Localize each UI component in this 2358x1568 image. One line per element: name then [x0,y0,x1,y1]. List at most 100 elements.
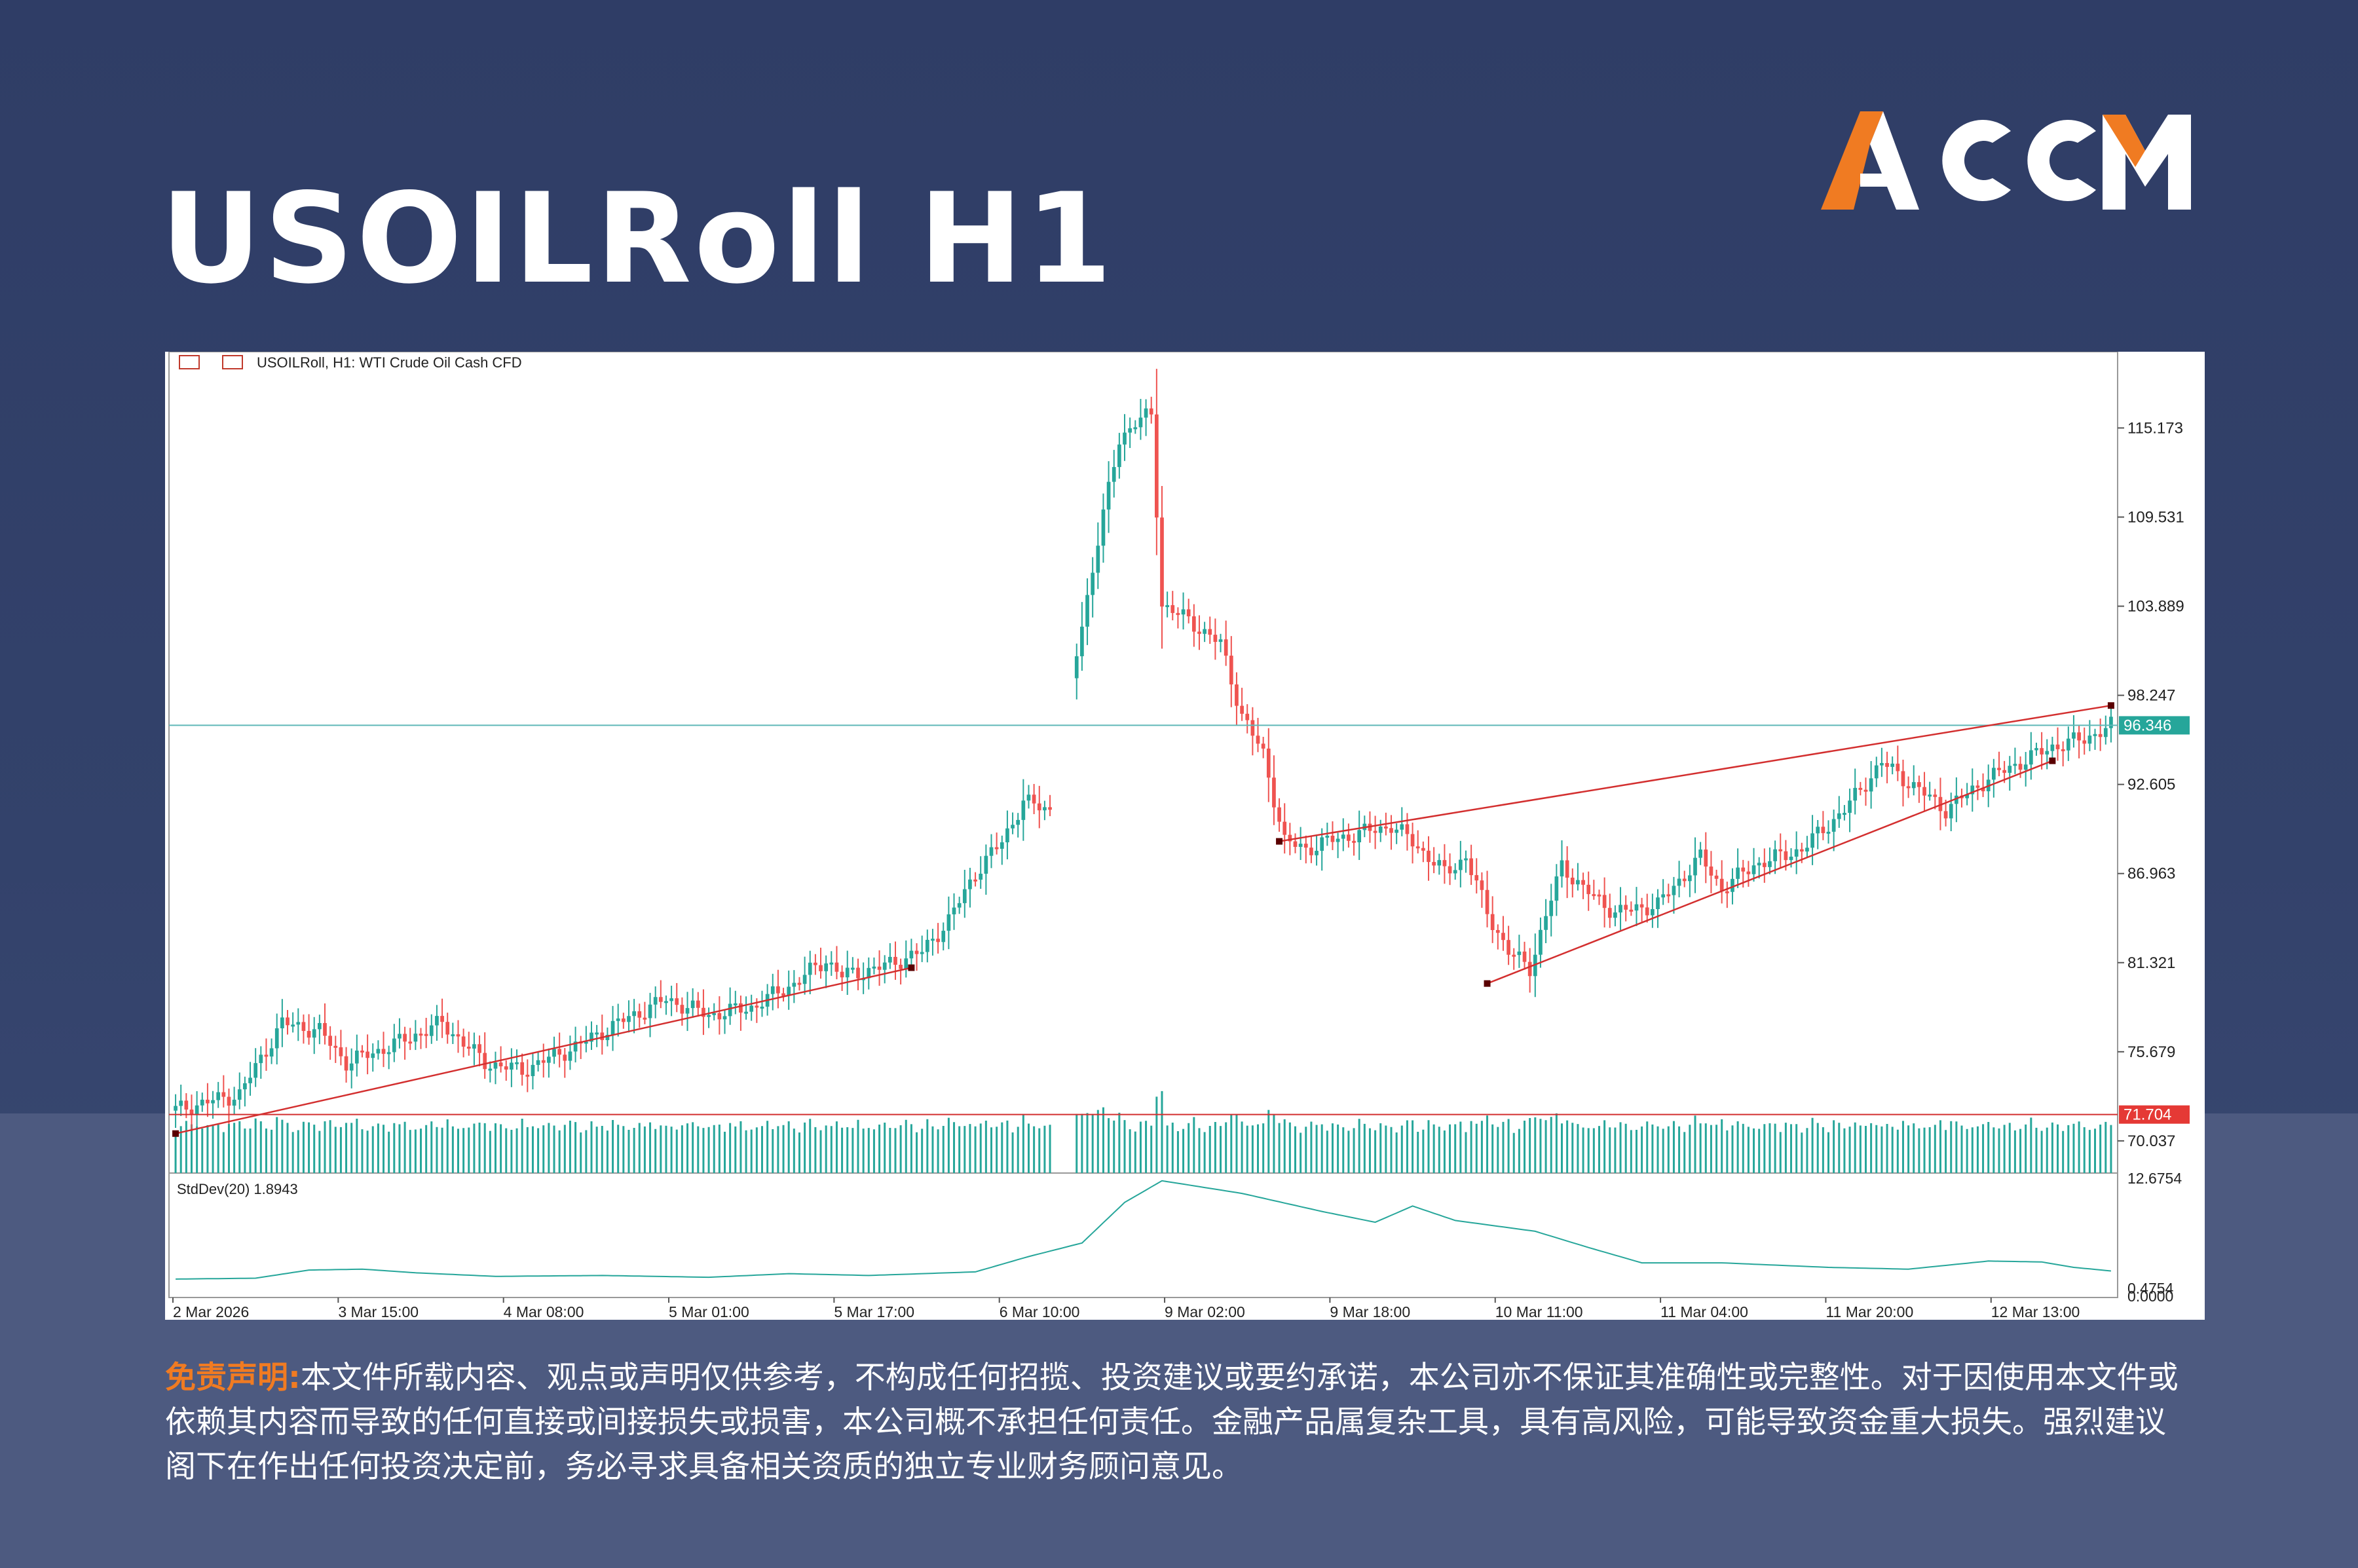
candle-body [1539,929,1543,955]
candle-body [1373,831,1377,833]
candle-body [1347,834,1351,841]
candle-body [1245,713,1250,720]
candle-body [968,879,972,889]
candle-body [707,1015,711,1017]
candle-body [1784,851,1788,861]
candle-body [994,847,999,849]
y-tick-label: 109.531 [2127,508,2184,526]
trendline-anchor [172,1130,179,1137]
candle-body [1250,720,1255,736]
candle-body [1277,807,1281,822]
candle-body [946,914,951,931]
candle-body [1816,827,1820,834]
candle-body [557,1049,562,1055]
candle-body [1016,819,1020,825]
candle-body [1757,863,1761,866]
candle-body [179,1100,183,1106]
candle-body [1693,857,1697,876]
candle-body [1485,889,1489,914]
candle-body [435,1016,439,1026]
candle-body [1037,803,1041,811]
candle-body [627,1016,631,1022]
candle-body [1288,834,1292,842]
candle-body [291,1024,295,1027]
candle-body [1799,849,1804,852]
y-tick-label: 70.037 [2127,1132,2175,1150]
candle-body [1656,897,1660,910]
current-price-label: 96.346 [2124,717,2171,734]
candle-body [802,975,807,984]
candle-body [2061,749,2065,751]
candle-body [653,997,658,1005]
candle-body [1917,782,1921,787]
candle-body [301,1022,306,1032]
level-tag [2119,1105,2190,1124]
candle-body [296,1022,301,1025]
candle-body [1955,795,1958,804]
candle-body [573,1041,578,1052]
candle-body [195,1105,199,1115]
candle-body [1298,844,1303,848]
candle-body [744,1011,748,1014]
chart-menu-icon[interactable] [179,355,200,369]
x-tick-label: 3 Mar 15:00 [338,1303,419,1320]
candle-body [1261,743,1265,749]
y-tick-label: 92.605 [2127,776,2175,794]
candle-body [1218,639,1223,643]
candle-body [1751,865,1756,874]
candle-body [1000,842,1004,849]
candle-body [984,855,988,874]
chart-caption: USOILRoll, H1: WTI Crude Oil Cash CFD [257,354,522,371]
candle-body [1490,914,1495,930]
x-tick-label: 5 Mar 01:00 [669,1303,749,1320]
candle-body [1112,467,1116,482]
candle-body [1160,517,1164,607]
candle-body [1651,909,1655,916]
candle-body [1512,954,1516,957]
candle-body [1336,838,1340,842]
candle-body [2103,728,2108,737]
candle-body [552,1049,556,1057]
candle-body [824,963,829,971]
candle-body [632,1011,636,1017]
candle-body [1293,841,1298,848]
candle-body [1469,858,1473,876]
candle-body [1522,951,1527,962]
candle-body [1634,904,1639,911]
candle-body [621,1018,626,1022]
candle-body [595,1032,599,1035]
candle-body [227,1096,231,1106]
page-title: USOILRoll H1 [160,166,1115,311]
candle-body [1773,849,1777,861]
candle-body [1303,844,1308,848]
candle-body [1229,656,1233,684]
candle-body [733,1003,738,1005]
candle-body [1554,876,1559,901]
candle-body [1970,785,1975,794]
x-tick-label: 2 Mar 2026 [173,1303,249,1320]
candle-body [184,1100,189,1110]
candle-body [1885,762,1889,767]
candle-body [189,1110,194,1115]
candle-body [286,1017,290,1026]
disclaimer-text: 本文件所载内容、观点或声明仅供参考，不构成任何招揽、投资建议或要约承诺，本公司亦… [165,1360,2179,1485]
trendline-anchor [2049,757,2056,764]
candle-body [1458,859,1463,870]
candle-body [1597,894,1601,897]
candle-body [781,993,785,996]
candle-body [1240,705,1244,714]
candle-body [1421,848,1425,851]
candle-body [584,1041,588,1044]
candle-body [1736,867,1740,879]
candle-body [702,1007,705,1017]
candle-body [1831,819,1836,832]
candle-body [1282,821,1287,835]
candle-body [600,1032,605,1040]
candle-body [1032,794,1036,804]
chart-list-icon[interactable] [222,355,243,369]
candle-body [1997,768,2001,770]
candle-body [1506,940,1510,955]
candle-body [1181,609,1186,615]
candle-body [2040,748,2044,755]
candle-body [931,939,935,941]
